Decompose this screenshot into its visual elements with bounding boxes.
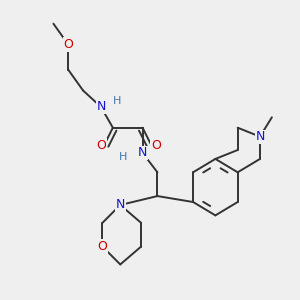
Text: O: O (151, 139, 161, 152)
Text: O: O (98, 240, 107, 253)
Text: O: O (96, 139, 106, 152)
Text: N: N (96, 100, 106, 113)
Text: H: H (113, 96, 122, 106)
Text: N: N (138, 146, 147, 160)
Text: O: O (63, 38, 73, 51)
Text: N: N (255, 130, 265, 143)
Text: N: N (116, 199, 125, 212)
Text: H: H (119, 152, 128, 162)
